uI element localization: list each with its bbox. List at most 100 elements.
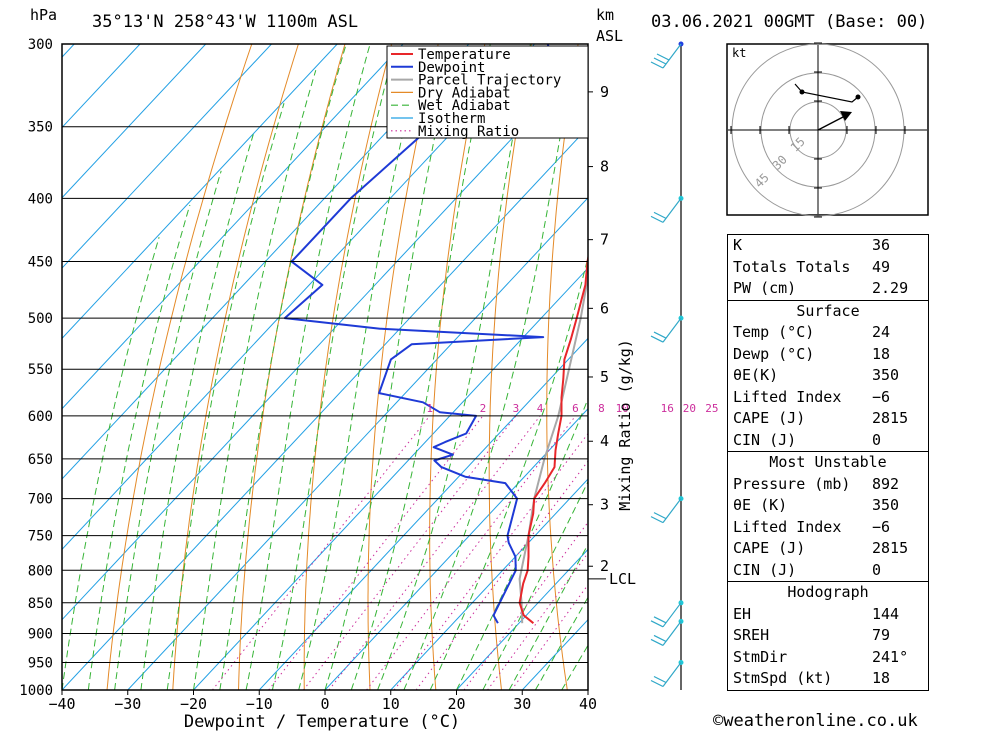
most-unstable-value: 350 xyxy=(872,496,900,514)
surface-label: CAPE (J) xyxy=(733,409,806,427)
mixing-ratio-line xyxy=(393,432,588,690)
lcl-label: LCL xyxy=(609,570,636,588)
mixing-ratio-line xyxy=(511,584,588,690)
pressure-tick-label: 850 xyxy=(28,596,53,612)
hodograph-stat-label: SREH xyxy=(733,626,770,644)
most-unstable-label: θE (K) xyxy=(733,496,788,514)
hodograph-stat-row: StmDir 241° xyxy=(728,647,928,669)
x-tick-label: −40 xyxy=(48,695,75,713)
hodograph-stat-value: 18 xyxy=(872,669,891,687)
isotherm-line xyxy=(62,56,588,621)
pressure-tick-label: 350 xyxy=(28,120,53,136)
storm-motion-arrowhead xyxy=(840,111,852,121)
dry-adiabat-line xyxy=(546,44,579,690)
surface-value: 0 xyxy=(872,430,882,449)
most-unstable-title: Most Unstable xyxy=(728,451,928,474)
isotherm-line xyxy=(127,197,588,690)
surface-row: θE(K) 350 xyxy=(728,365,928,387)
dry-adiabat-line xyxy=(106,44,253,690)
km-tick-label: 3 xyxy=(600,496,609,514)
km-label: km xyxy=(596,6,615,24)
km-tick-label: 6 xyxy=(600,299,609,317)
hodograph-trace xyxy=(794,83,859,103)
pressure-tick-label: 750 xyxy=(28,529,53,545)
km-tick-label: 5 xyxy=(600,368,609,386)
pressure-tick-label: 700 xyxy=(28,492,53,508)
wet-adiabat-line xyxy=(271,44,397,690)
pressure-tick-label: 300 xyxy=(28,37,53,53)
km-tick-label: 8 xyxy=(600,158,609,176)
surface-value: 2815 xyxy=(872,409,909,427)
wind-barb xyxy=(650,317,682,343)
parcel-trajectory-line xyxy=(518,271,588,624)
wind-barb xyxy=(650,43,682,69)
surface-label: θE(K) xyxy=(733,366,779,384)
hodograph-stat-label: StmDir xyxy=(733,647,788,666)
surface-row: CIN (J) 0 xyxy=(728,430,928,452)
km-tick-label: 7 xyxy=(600,231,609,249)
indices-table: K 36 Totals Totals 49 PW (cm) 2.29 Surface Te… xyxy=(727,234,929,691)
index-row: K 36 xyxy=(728,235,928,257)
most-unstable-row: Lifted Index −6 xyxy=(728,517,928,539)
index-label: Totals Totals xyxy=(733,257,851,276)
wet-adiabat-line xyxy=(114,170,222,690)
most-unstable-label: Pressure (mb) xyxy=(733,474,851,493)
isotherm-line xyxy=(62,44,207,199)
mixing-ratio-label: 3 xyxy=(513,402,520,415)
dry-adiabat-line xyxy=(238,44,346,690)
hodograph-stat-label: StmSpd (kt) xyxy=(733,669,833,687)
isotherm-line xyxy=(258,337,588,690)
x-tick-label: −20 xyxy=(180,695,207,713)
x-tick-label: 10 xyxy=(382,695,400,713)
isotherm-line xyxy=(62,44,272,269)
wet-adiabat-line xyxy=(429,255,588,690)
surface-row: Temp (°C) 24 xyxy=(728,322,928,344)
x-tick-label: 0 xyxy=(320,695,329,713)
mixing-ratio-label: 6 xyxy=(572,402,579,415)
wet-adiabat-line xyxy=(166,103,285,690)
surface-value: 24 xyxy=(872,323,891,341)
isotherm-line xyxy=(62,44,338,340)
index-value: 2.29 xyxy=(872,279,909,297)
dry-adiabat-line xyxy=(951,44,1000,690)
x-tick-label: 40 xyxy=(579,695,597,713)
km-tick-label: 4 xyxy=(600,432,609,450)
pressure-tick-label: 450 xyxy=(28,255,53,271)
wet-adiabat-line xyxy=(219,44,347,690)
dry-adiabat-line xyxy=(657,44,699,690)
most-unstable-row: θE (K) 350 xyxy=(728,495,928,517)
km-tick-label: 2 xyxy=(600,557,609,575)
mixing-ratio-line xyxy=(463,521,588,690)
surface-label: Temp (°C) xyxy=(733,323,815,341)
wet-adiabat-line xyxy=(350,44,491,690)
legend-entry: Isotherm xyxy=(418,111,485,127)
mixing-ratio-label: 10 xyxy=(616,402,629,415)
pressure-unit-label: hPa xyxy=(30,6,58,24)
storm-motion-arrow xyxy=(817,115,846,131)
hodograph-unit-label: kt xyxy=(732,46,746,60)
wet-adiabat-line xyxy=(87,204,191,690)
mixing-ratio-line xyxy=(268,415,484,690)
hodograph-stat-row: SREH 79 xyxy=(728,625,928,647)
surface-label: Dewp (°C) xyxy=(733,344,815,363)
legend-entry: Dry Adiabat xyxy=(418,85,511,101)
mixing-ratio-label: 1 xyxy=(426,402,433,415)
wet-adiabat-line xyxy=(298,44,425,690)
most-unstable-value: 2815 xyxy=(872,539,909,557)
most-unstable-label: Lifted Index xyxy=(733,517,842,536)
pressure-tick-label: 600 xyxy=(28,409,53,425)
legend-entry: Parcel Trajectory xyxy=(418,73,561,89)
wet-adiabat-line xyxy=(193,70,317,690)
hodograph-stat-value: 241° xyxy=(872,647,909,666)
wind-barb xyxy=(650,498,682,524)
mixing-ratio-label: 16 xyxy=(661,402,674,415)
km-tick-label: 9 xyxy=(600,83,609,101)
x-tick-label: 20 xyxy=(447,695,465,713)
x-tick-label: 30 xyxy=(513,695,531,713)
hodograph-stat-label: EH xyxy=(733,604,752,623)
isotherm-line xyxy=(390,478,588,690)
most-unstable-value: 0 xyxy=(872,560,882,579)
isotherm-line xyxy=(62,44,535,551)
isotherm-line xyxy=(324,407,588,690)
